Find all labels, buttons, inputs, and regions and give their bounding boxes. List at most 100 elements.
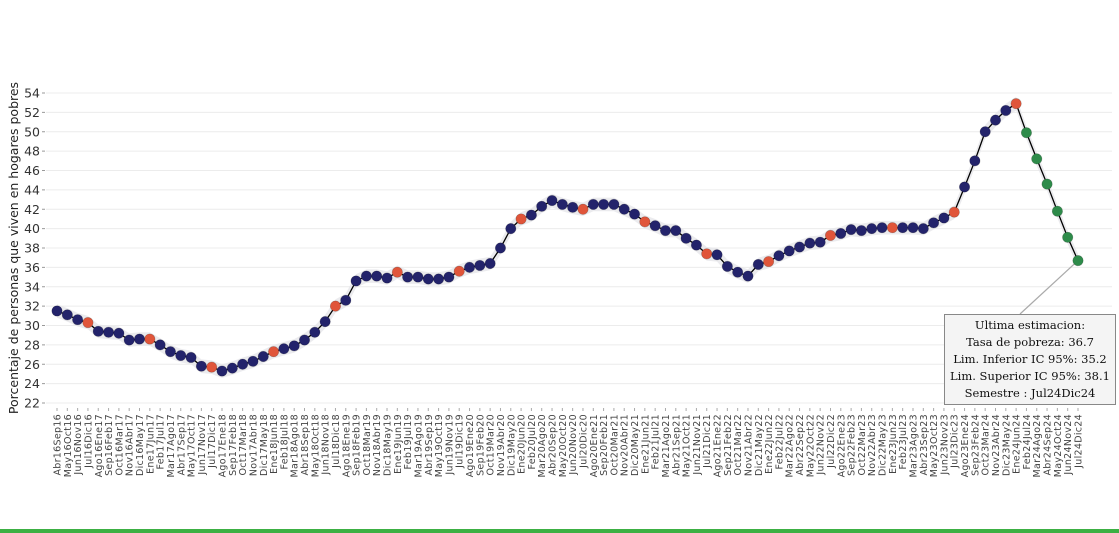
x-tick-label: Nov20Abr21 <box>620 414 631 476</box>
data-point <box>845 224 857 236</box>
x-tick-label: Abr16Sep16 <box>53 414 64 476</box>
x-tick-label: Oct23Mar24 <box>981 414 992 476</box>
x-tick-label: Feb20Jul20 <box>527 414 538 469</box>
x-tick-label: Dic17May18 <box>259 414 270 476</box>
x-tick-label: Dic21May22 <box>754 414 765 476</box>
data-point <box>185 351 197 363</box>
x-tick-label: Nov22Abr23 <box>867 414 878 476</box>
data-point <box>979 126 991 138</box>
y-tick-label: 26 <box>24 357 40 372</box>
x-tick-label: Nov18Abr19 <box>372 414 383 476</box>
y-tick-label: 36 <box>24 260 40 275</box>
data-point <box>257 350 269 362</box>
data-point <box>402 271 414 283</box>
y-axis-label: Porcentaje de personas que viven en hoga… <box>6 82 21 414</box>
data-point <box>134 333 146 345</box>
x-tick-label: May17Oct17 <box>187 414 198 477</box>
data-point <box>237 358 249 370</box>
data-point <box>72 314 84 326</box>
x-tick-label: Nov23Abr24 <box>991 414 1002 476</box>
data-point <box>608 198 620 210</box>
x-tick-label: Abr22Sep22 <box>795 414 806 476</box>
y-tick-label: 22 <box>24 396 40 411</box>
data-point <box>855 225 867 237</box>
x-tick-label: Dic18May19 <box>383 414 394 476</box>
data-point <box>670 225 682 237</box>
data-point <box>629 208 641 220</box>
data-point-semester <box>701 248 713 260</box>
x-tick-label: Sep18Feb19 <box>352 414 363 476</box>
x-tick-label: Sep16Feb17 <box>104 414 115 476</box>
x-tick-label: Jun17Nov17 <box>197 414 208 476</box>
data-point-recent <box>1041 178 1053 190</box>
y-tick-label: 54 <box>24 86 40 101</box>
data-point-recent <box>1062 231 1074 243</box>
x-tick-label: Sep22Feb23 <box>847 414 858 476</box>
x-tick-label: May21Oct21 <box>682 414 693 477</box>
data-point-semester <box>453 265 465 277</box>
x-tick-label: Ago19Ene20 <box>465 414 476 477</box>
x-tick-label: Nov19Abr20 <box>496 414 507 476</box>
x-tick-label: May18Oct18 <box>310 414 321 477</box>
data-point <box>474 259 486 271</box>
data-point <box>350 275 362 287</box>
x-tick-label: Nov17Abr18 <box>248 414 259 476</box>
y-axis: 22 24 26 28 30 32 34 36 38 40 42 44 46 48 50 52 54 <box>24 86 45 411</box>
x-tick-label: Dic23May24 <box>1001 414 1012 476</box>
data-point <box>505 223 517 235</box>
data-point-semester <box>824 229 836 241</box>
data-point-semester <box>639 216 651 228</box>
y-tick-label: 48 <box>24 144 40 159</box>
data-point <box>433 273 445 285</box>
x-tick-label: Jul19Dic19 <box>455 414 466 469</box>
data-point <box>412 271 424 283</box>
x-tick-label: Sep19Feb20 <box>475 414 486 476</box>
gridlines <box>46 92 1112 404</box>
data-point-semester <box>886 222 898 234</box>
data-point-semester <box>82 317 94 329</box>
data-point <box>484 257 496 269</box>
x-tick-label: Jun21Nov21 <box>692 414 703 476</box>
data-point-semester <box>268 346 280 358</box>
data-point <box>226 362 238 374</box>
y-tick-label: 42 <box>24 202 40 217</box>
x-tick-label: Oct18Mar19 <box>362 414 373 476</box>
x-tick-label: Jul24Dic24 <box>1074 414 1085 469</box>
data-point-recent <box>1031 153 1043 165</box>
x-tick-label: Abr23Sep23 <box>919 414 930 476</box>
y-tick-label: 30 <box>24 318 40 333</box>
x-tick-label: Ene21Jun21 <box>640 414 651 474</box>
x-tick-label: Oct17Mar18 <box>238 414 249 476</box>
tooltip-title: Ultima estimacion: <box>974 318 1086 332</box>
data-point <box>969 155 981 167</box>
x-tick-label: Jun19Nov19 <box>444 414 455 476</box>
x-tick-label: Ene17Jun17 <box>145 414 156 474</box>
x-tick-label: Feb17Jul17 <box>156 414 167 469</box>
data-point-semester <box>948 206 960 218</box>
data-point <box>659 225 671 237</box>
data-point <box>897 222 909 234</box>
x-tick-label: Ago20Ene21 <box>589 414 600 477</box>
x-tick-label: Ene18Jun18 <box>269 414 280 474</box>
x-tick-label: Sep17Feb18 <box>228 414 239 476</box>
x-tick-label: Ene24Jun24 <box>1012 414 1023 474</box>
x-tick-label: Abr17Sep17 <box>176 414 187 476</box>
data-point <box>536 200 548 212</box>
x-tick-label: Ene23Jun23 <box>888 414 899 474</box>
x-tick-label: Jul18Dic18 <box>331 414 342 469</box>
data-point <box>866 223 878 235</box>
y-tick-label: 32 <box>24 299 40 314</box>
tooltip-rate: Tasa de pobreza: 36.7 <box>966 335 1094 349</box>
x-tick-label: Oct21Mar22 <box>733 414 744 476</box>
data-point <box>938 212 950 224</box>
x-tick-label: Jul22Dic22 <box>826 414 837 469</box>
x-tick-label: Abr21Sep21 <box>671 414 682 476</box>
data-point <box>247 355 259 367</box>
data-point <box>103 326 115 338</box>
data-points <box>51 98 1084 377</box>
data-point <box>680 232 692 244</box>
x-tick-label: Feb22Jul22 <box>774 414 785 469</box>
data-point-semester <box>391 266 403 278</box>
x-tick-label: Ene22Jun22 <box>764 414 775 474</box>
